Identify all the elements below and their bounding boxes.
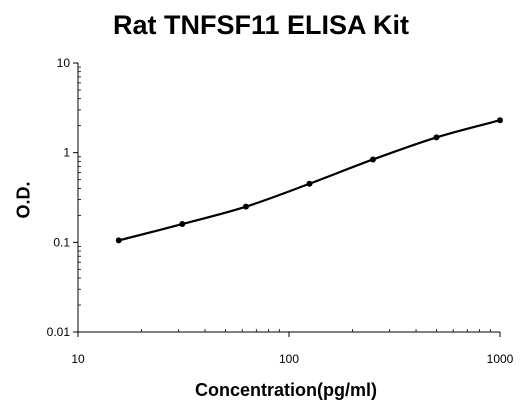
- y-tick-label: 1: [63, 146, 70, 160]
- data-point: [369, 156, 376, 163]
- data-point: [179, 221, 186, 228]
- y-tick-label: 0.01: [47, 325, 71, 339]
- data-point: [242, 203, 249, 210]
- data-point: [115, 237, 122, 244]
- y-tick-label: 0.1: [53, 235, 70, 249]
- y-axis-label: O.D.: [13, 181, 34, 219]
- x-tick-label: 10: [71, 352, 85, 366]
- data-point: [306, 180, 313, 187]
- y-tick-label: 10: [57, 56, 71, 70]
- standard-curve-line: [118, 119, 501, 242]
- x-tick-label: 100: [279, 352, 299, 366]
- x-tick-label: 1000: [487, 352, 514, 366]
- data-point: [497, 117, 503, 124]
- x-axis-label: Concentration(pg/ml): [195, 380, 377, 400]
- data-point: [433, 134, 440, 141]
- chart-title: Rat TNFSF11 ELISA Kit: [112, 10, 410, 40]
